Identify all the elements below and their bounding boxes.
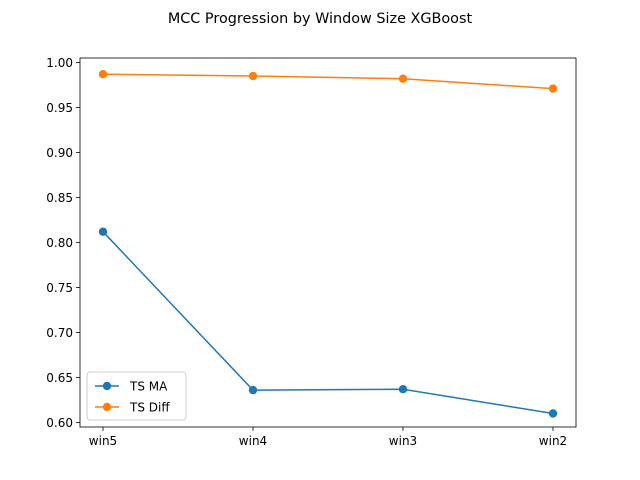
series-line-ts-ma xyxy=(102,231,554,415)
data-point-ts-ma xyxy=(248,385,258,395)
y-tick-label: 0.60 xyxy=(46,416,73,430)
y-tick-label: 0.80 xyxy=(46,236,73,250)
series-line-ts-diff xyxy=(102,73,554,90)
data-point-ts-diff xyxy=(248,71,258,81)
data-point-ts-ma xyxy=(398,385,408,394)
y-tick-label: 0.90 xyxy=(46,146,73,160)
x-tick-label: win2 xyxy=(539,434,567,448)
y-tick-label: 0.85 xyxy=(46,191,73,205)
chart-title: MCC Progression by Window Size XGBoost xyxy=(168,11,473,27)
x-tick-label: win3 xyxy=(389,434,417,448)
legend-marker-ts-diff xyxy=(102,402,112,412)
data-point-ts-diff xyxy=(98,70,108,79)
data-point-ts-diff xyxy=(548,84,558,93)
y-tick-label: 0.65 xyxy=(46,371,73,385)
y-tick-label: 1.00 xyxy=(46,56,73,70)
data-point-ts-diff xyxy=(398,74,408,83)
legend-label-ts-ma: TS MA xyxy=(129,379,168,393)
y-tick-label: 0.70 xyxy=(46,326,73,340)
y-tick-label: 0.75 xyxy=(46,281,73,295)
x-tick-label: win5 xyxy=(89,434,117,448)
plot-area: 0.60 0.65 0.70 0.75 0.80 0.85 0.90 0.95 1.00 win5… xyxy=(46,56,577,448)
data-point-ts-ma xyxy=(548,409,558,418)
legend-label-ts-diff: TS Diff xyxy=(129,400,170,414)
x-tick-label: win4 xyxy=(239,434,267,448)
legend-marker-ts-ma xyxy=(102,381,112,391)
data-point-ts-ma xyxy=(98,227,108,236)
legend-box xyxy=(86,371,187,421)
y-tick-label: 0.95 xyxy=(46,101,73,115)
